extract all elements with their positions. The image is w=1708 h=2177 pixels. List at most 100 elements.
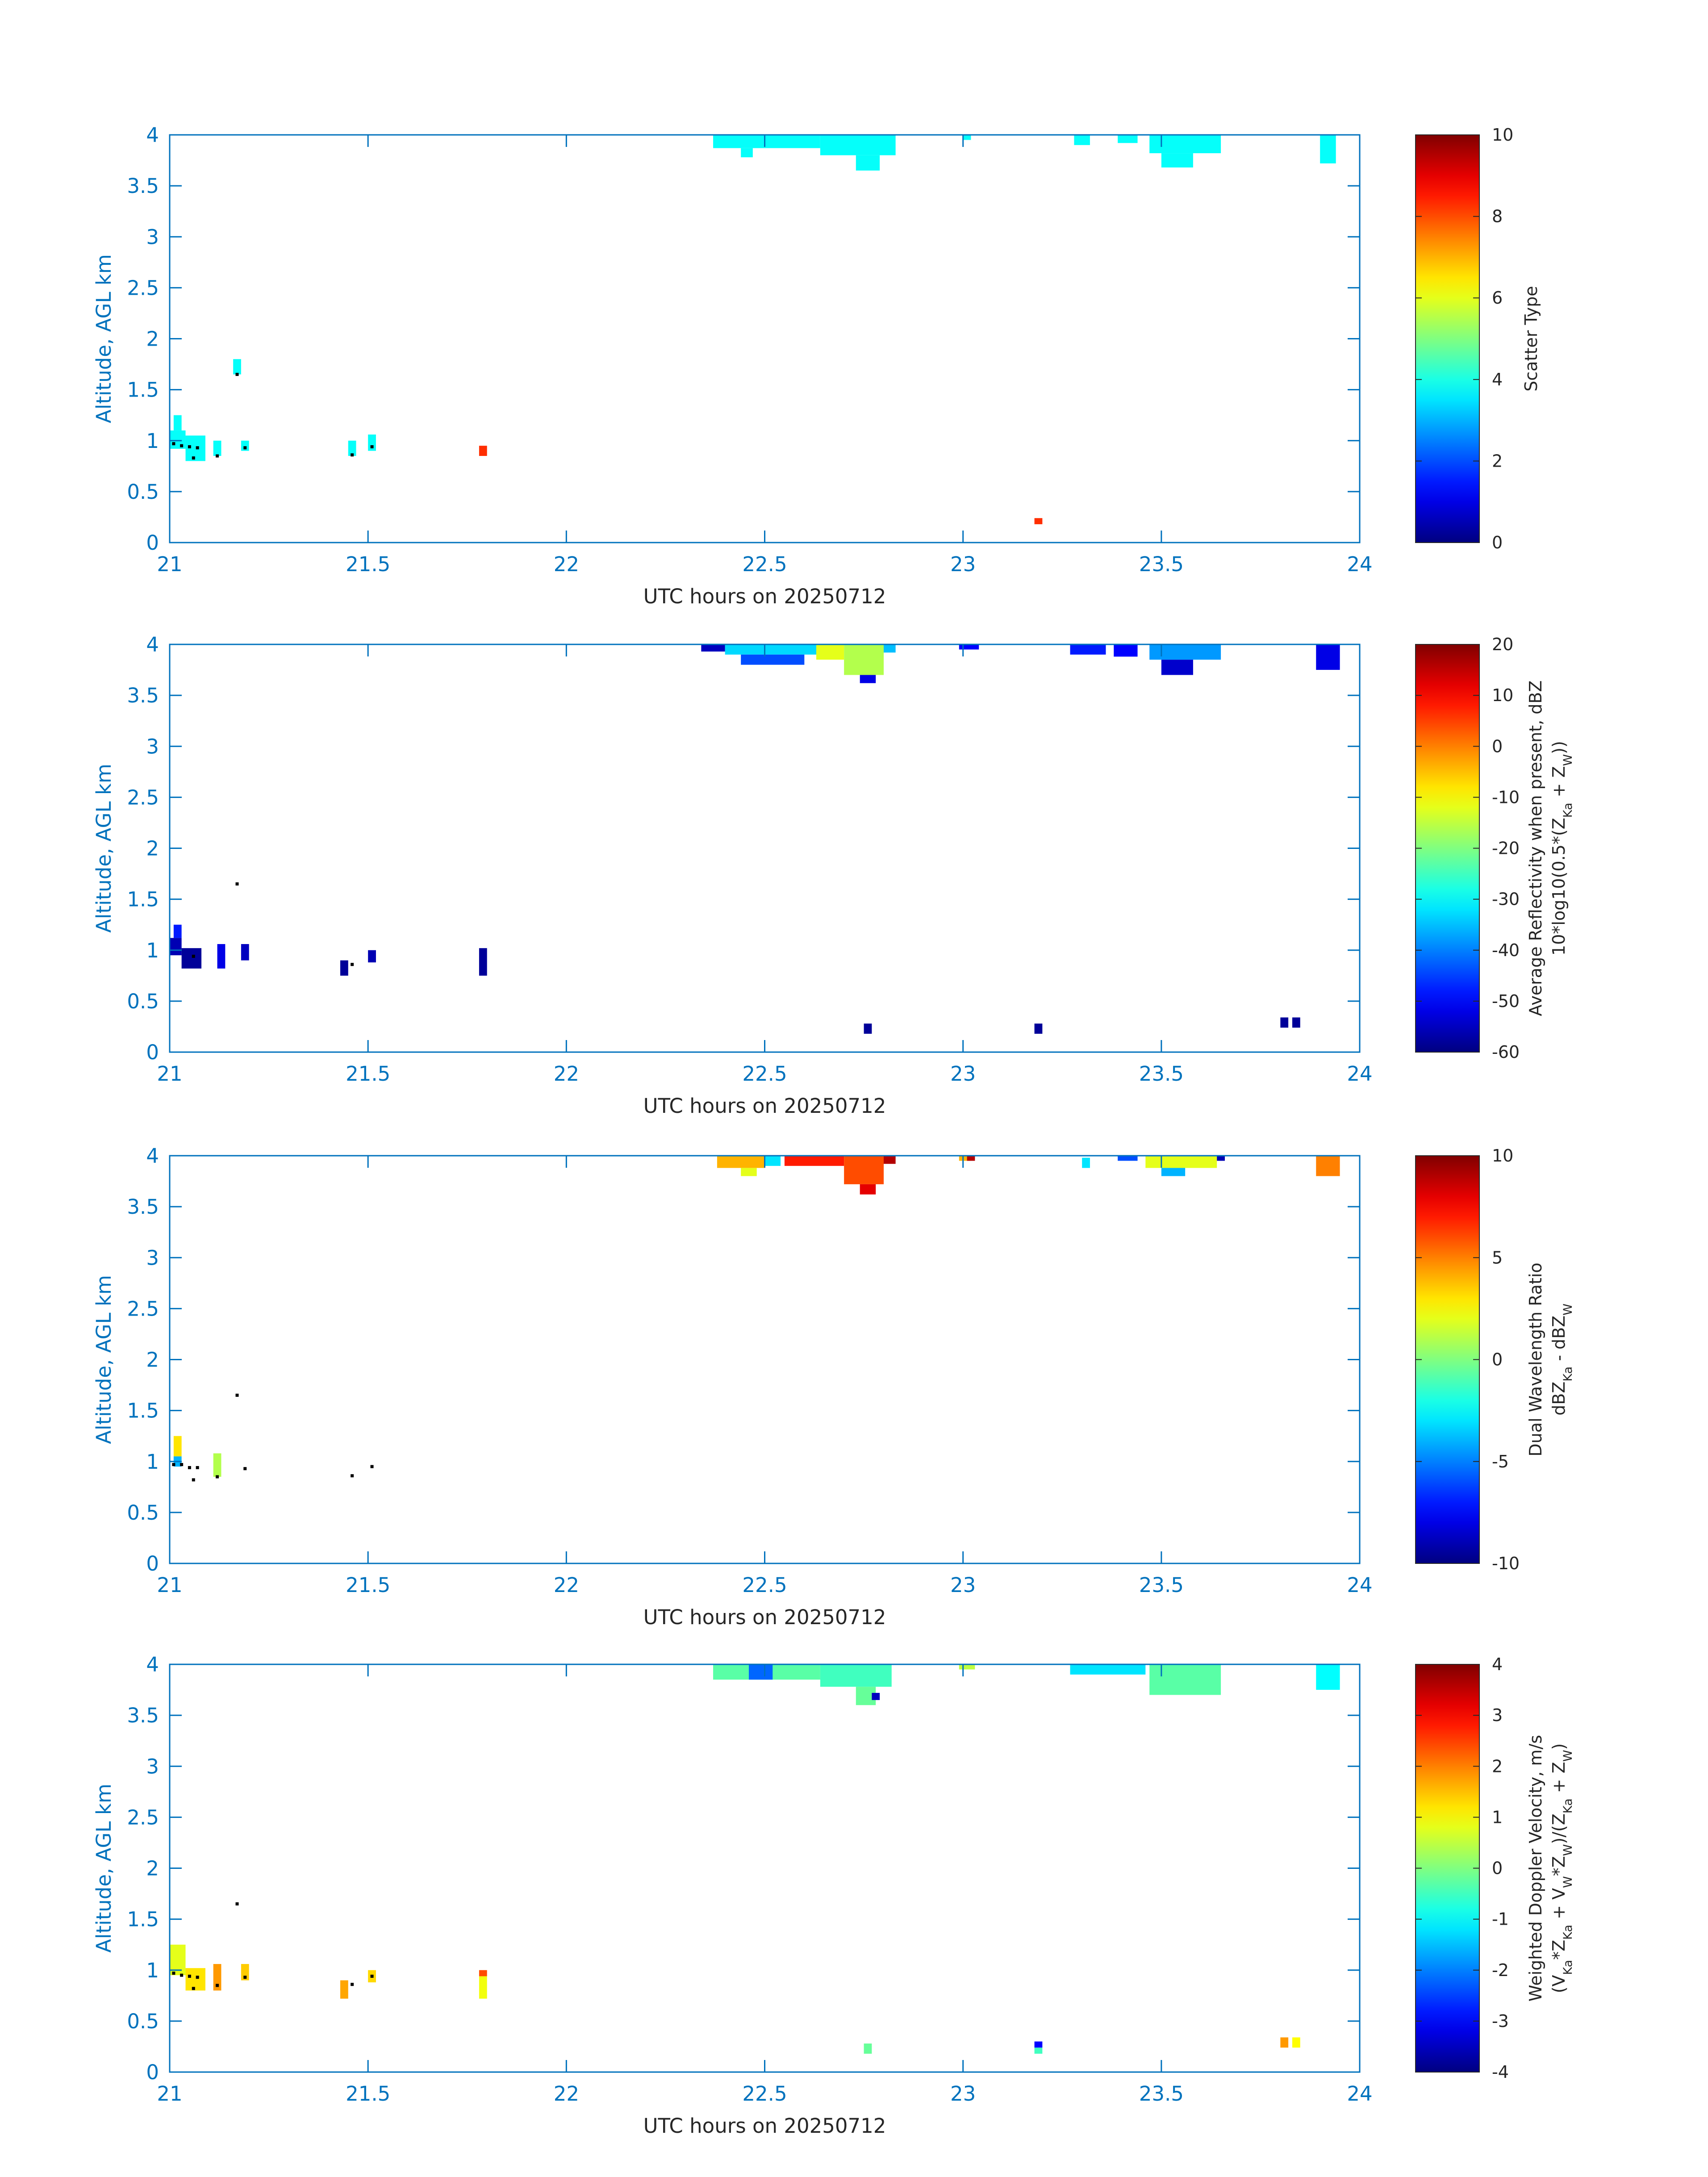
- cloud-base-dot: [243, 1467, 247, 1471]
- y-tick-label: 1: [146, 1959, 159, 1982]
- y-tick-label: 0.5: [127, 480, 159, 504]
- subscript: Ka: [1561, 1798, 1575, 1813]
- y-tick-label: 4: [146, 633, 159, 656]
- cloud-base-dot: [370, 1974, 374, 1978]
- y-tick-label: 0: [146, 1040, 159, 1064]
- data-cell: [1316, 1664, 1340, 1690]
- colorbar-tick-label: 2: [1492, 1756, 1503, 1776]
- data-cell: [1034, 2041, 1043, 2048]
- colorbar-tick-label: -40: [1492, 940, 1520, 960]
- chart-panel-4: 21 21.5 22 22.5 23 23.5 2400.511.522.533.54UTC…: [92, 1653, 1575, 2138]
- cloud-base-dot: [243, 446, 247, 450]
- data-cell: [844, 644, 884, 675]
- x-tick-label: 21: [157, 1062, 182, 1086]
- y-tick-label: 0.5: [127, 990, 159, 1013]
- x-tick-label: 22.5: [742, 552, 787, 576]
- data-cell: [1292, 2037, 1300, 2048]
- data-cell: [1118, 1156, 1138, 1161]
- y-tick-label: 2.5: [127, 786, 159, 809]
- colorbar-label: Average Reflectivity when present, dBZ: [1526, 681, 1545, 1016]
- cloud-base-dot: [192, 1987, 195, 1990]
- data-cell: [1070, 644, 1106, 655]
- x-tick-label: 24: [1347, 2082, 1372, 2106]
- colorbar-tick-label: 10: [1492, 1146, 1513, 1166]
- subscript: W: [1561, 1876, 1575, 1888]
- cloud-base-dot: [188, 1466, 191, 1469]
- y-tick-label: 4: [146, 123, 159, 147]
- data-cell: [963, 135, 971, 140]
- y-tick-label: 3: [146, 735, 159, 758]
- colorbar-tick-label: -2: [1492, 1960, 1509, 1980]
- y-tick-label: 0.5: [127, 2010, 159, 2033]
- colorbar-tick-label: 4: [1492, 370, 1503, 389]
- data-cell: [181, 948, 202, 969]
- x-tick-label: 24: [1347, 552, 1372, 576]
- label-segment: )): [1549, 741, 1569, 754]
- label-segment: *Z: [1549, 1940, 1569, 1960]
- data-cell: [864, 1024, 872, 1034]
- data-cell: [348, 440, 356, 456]
- cloud-base-dot: [216, 454, 219, 458]
- colorbar-tick-label: -10: [1492, 1554, 1520, 1573]
- subscript: Ka: [1561, 1366, 1575, 1382]
- y-tick-label: 2: [146, 1857, 159, 1880]
- cloud-base-dot: [235, 372, 239, 376]
- cloud-base-dot: [188, 445, 191, 448]
- x-tick-label: 22: [554, 1573, 579, 1597]
- data-cell: [1292, 1017, 1300, 1028]
- data-cell: [884, 644, 896, 653]
- x-tick-label: 23.5: [1139, 1573, 1184, 1597]
- data-cell: [1149, 644, 1221, 660]
- colorbar-tick-label: -1: [1492, 1910, 1509, 1929]
- data-cell: [1118, 135, 1138, 143]
- data-cell: [1034, 1024, 1043, 1034]
- cloud-base-dot: [180, 1973, 184, 1977]
- y-tick-label: 0: [146, 2060, 159, 2084]
- colorbar-tick-label: 20: [1492, 635, 1513, 654]
- x-tick-label: 21: [157, 2082, 182, 2106]
- y-tick-label: 1: [146, 939, 159, 962]
- x-tick-label: 23: [950, 1573, 976, 1597]
- cloud-base-dot: [180, 444, 184, 447]
- label-segment: Average Reflectivity when present, dBZ: [1526, 681, 1545, 1016]
- label-segment: *Z: [1549, 1856, 1569, 1876]
- y-axis-label: Altitude, AGL km: [92, 1275, 116, 1444]
- data-cell: [784, 1156, 844, 1166]
- data-cell: [1161, 660, 1193, 675]
- data-cell: [1316, 1156, 1340, 1176]
- data-cell: [368, 435, 376, 451]
- cloud-base-dot: [243, 1976, 247, 1979]
- subscript: Ka: [1561, 1925, 1575, 1940]
- x-tick-label: 22.5: [742, 1062, 787, 1086]
- colorbar-tick-label: 2: [1492, 451, 1503, 471]
- data-cell: [1280, 1017, 1289, 1028]
- data-cell: [860, 675, 876, 683]
- colorbar-tick-label: -10: [1492, 787, 1520, 807]
- data-cell: [959, 644, 979, 650]
- cloud-base-dot: [196, 446, 199, 450]
- cloud-base-dot: [192, 1478, 195, 1482]
- data-cell: [1161, 153, 1193, 168]
- data-cell: [1161, 1168, 1186, 1176]
- data-cell: [1316, 644, 1340, 670]
- y-tick-label: 1.5: [127, 888, 159, 911]
- x-tick-label: 23: [950, 2082, 976, 2106]
- y-tick-label: 1.5: [127, 1908, 159, 1931]
- y-axis-label: Altitude, AGL km: [92, 764, 116, 933]
- data-cell: [213, 1453, 221, 1477]
- x-tick-label: 23: [950, 1062, 976, 1086]
- colorbar-tick-label: 0: [1492, 1350, 1503, 1370]
- data-cell: [173, 924, 182, 938]
- cloud-base-dot: [370, 445, 374, 448]
- colorbar-tick-label: -60: [1492, 1042, 1520, 1062]
- x-tick-label: 23.5: [1139, 1062, 1184, 1086]
- chart-panel-3: 21 21.5 22 22.5 23 23.5 2400.511.522.533.54UTC…: [92, 1144, 1575, 1629]
- y-tick-label: 0: [146, 531, 159, 555]
- data-cell: [844, 1156, 884, 1184]
- data-cell: [1320, 135, 1336, 163]
- y-tick-label: 2.5: [127, 276, 159, 300]
- x-tick-label: 22.5: [742, 2082, 787, 2106]
- subscript: Ka: [1561, 802, 1575, 818]
- x-axis-label: UTC hours on 20250712: [643, 1094, 886, 1118]
